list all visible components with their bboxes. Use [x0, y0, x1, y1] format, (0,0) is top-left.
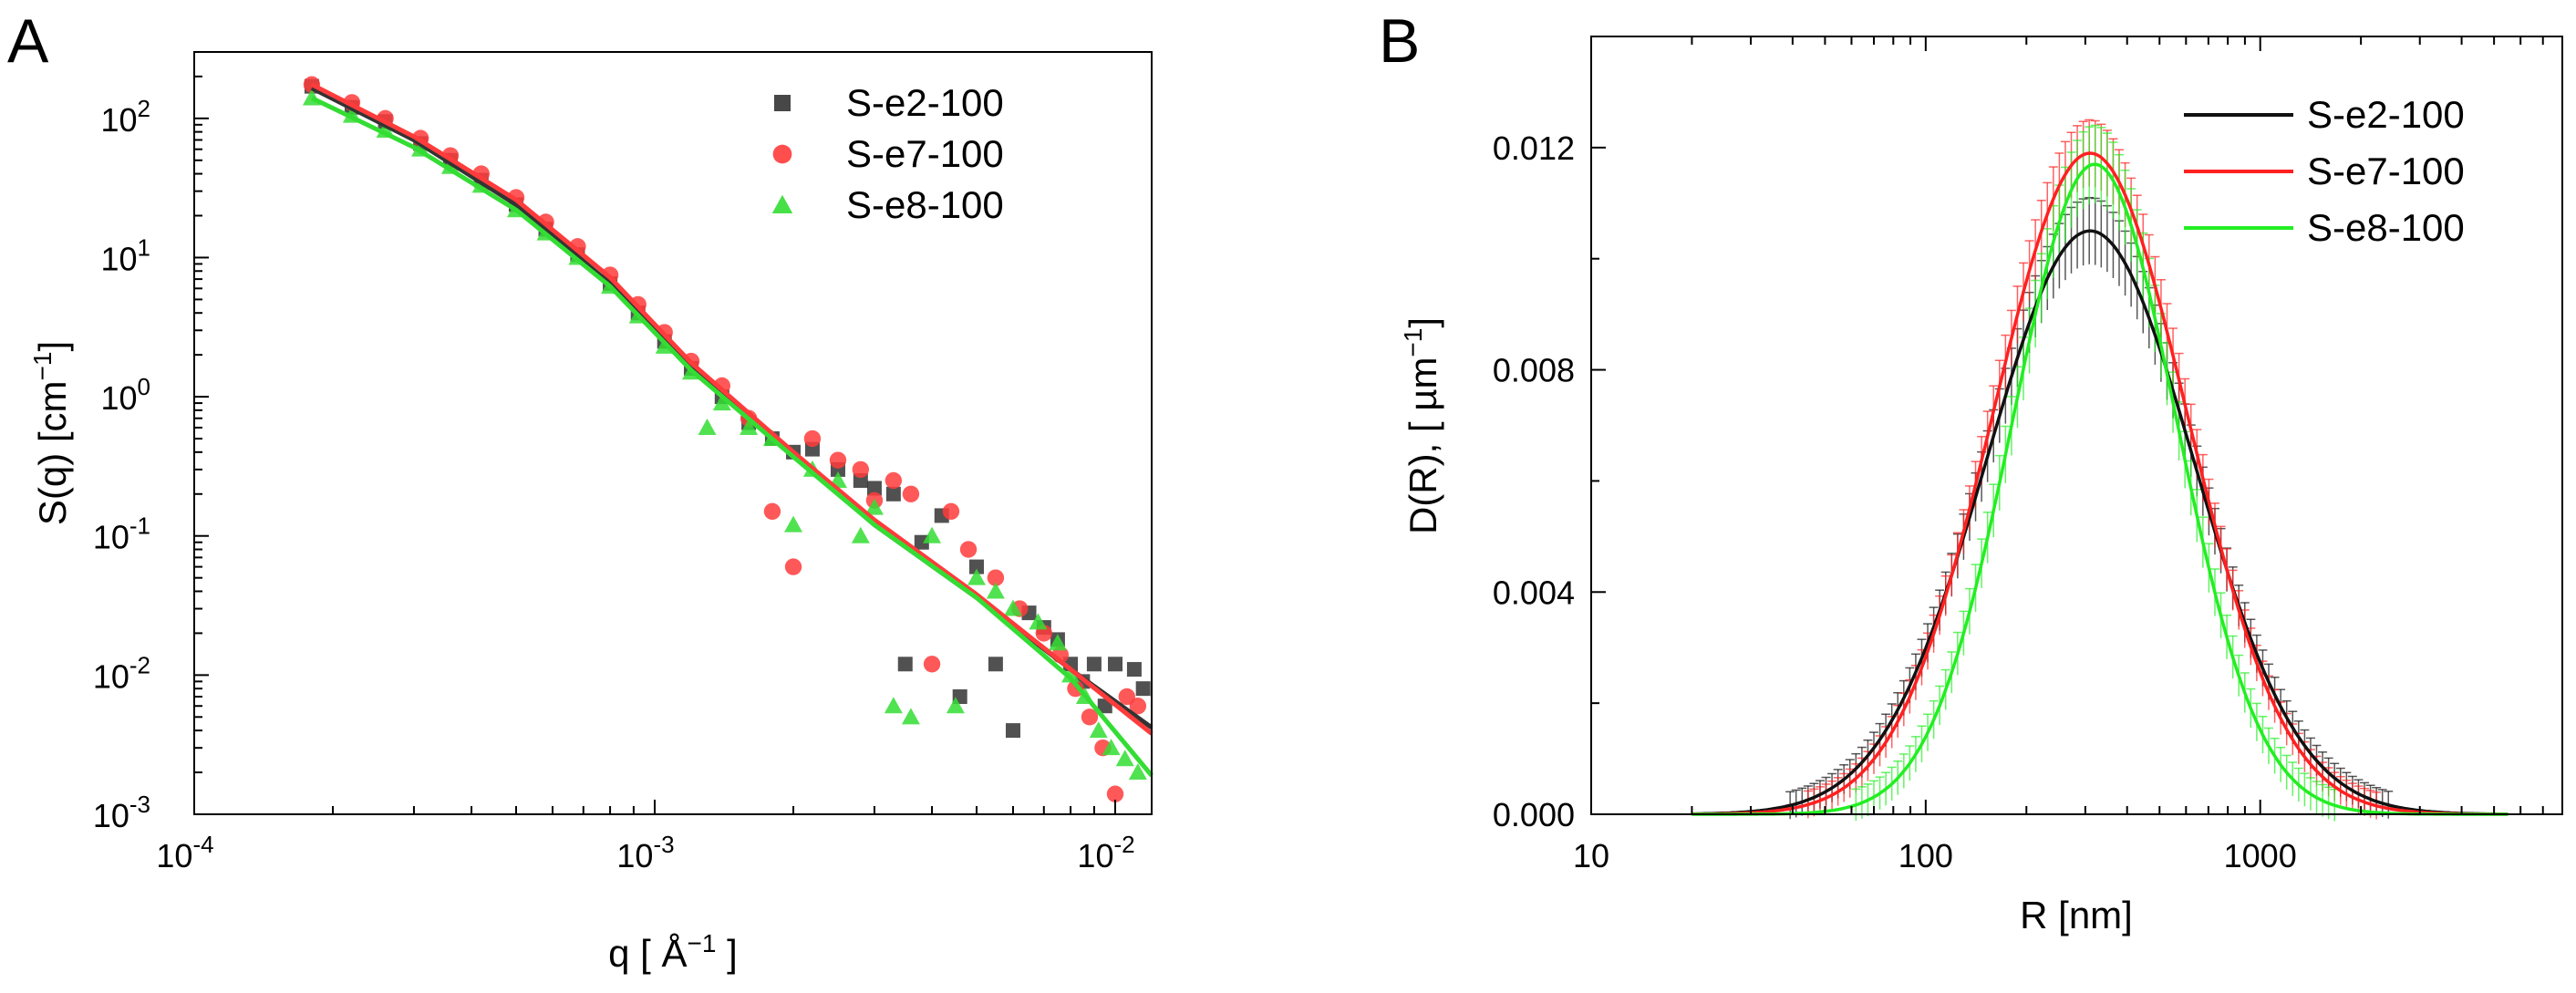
panel-a-point-S-e7-100 — [987, 569, 1005, 586]
panel-a-y-tick-label: 101 — [100, 233, 150, 277]
panel-a-point-S-e2-100 — [1126, 662, 1142, 678]
panel-a-point-S-e8-100 — [1061, 666, 1081, 683]
panel-a-point-S-e2-100 — [1005, 723, 1020, 739]
panel-a-point-S-e8-100 — [946, 697, 965, 714]
panel-a-point-S-e7-100 — [942, 502, 960, 521]
panel-b-x-tick-label: 100 — [1898, 837, 1953, 874]
panel-a-point-S-e2-100 — [1135, 681, 1151, 697]
panel-a-fit-S-e7-100 — [310, 82, 1154, 736]
panel-a-point-S-e7-100 — [1129, 698, 1147, 715]
panel-a-point-S-e7-100 — [885, 471, 903, 490]
panel-b-letter: B — [1379, 6, 1420, 76]
panel-a-letter: A — [7, 6, 49, 76]
panel-a-point-S-e8-100 — [851, 526, 870, 543]
panel-a-fit-lines — [310, 82, 1154, 778]
panel-b-line-S-e2-100 — [1691, 229, 2509, 816]
panel-a-y-tick-label: 100 — [100, 373, 150, 417]
panel-a-point-S-e7-100 — [1067, 679, 1084, 698]
panel-a-y-axis-label: S(q) [cm−1] — [28, 341, 74, 525]
panel-a-point-S-e7-100 — [803, 429, 822, 448]
panel-a-point-S-e8-100 — [1003, 599, 1022, 616]
panel-b-y-axis-label: D(R), [ µm−1] — [1399, 317, 1444, 534]
panel-a-point-S-e8-100 — [712, 394, 731, 411]
panel-a-point-S-e8-100 — [698, 418, 717, 435]
panel-a-x-axis-label: q [ Å−1 ] — [608, 929, 738, 975]
panel-a-fit-S-e8-100 — [310, 96, 1154, 778]
panel-b-y-tick-label: 0.000 — [1493, 796, 1575, 833]
panel-a-point-S-e8-100 — [1128, 763, 1147, 781]
panel-b-y-tick-label: 0.012 — [1493, 129, 1575, 167]
panel-a-point-S-e7-100 — [784, 558, 802, 575]
panel-a-legend-marker-S-e7-100 — [772, 144, 792, 164]
panel-a-point-S-e8-100 — [784, 515, 803, 533]
panel-a-point-S-e2-100 — [885, 486, 901, 502]
panel-b-frame — [1590, 36, 2563, 815]
panel-b-y-tick-label: 0.008 — [1493, 352, 1575, 389]
panel-a-x-tick-label: 10-4 — [156, 831, 213, 874]
panel-a-point-S-e8-100 — [1102, 739, 1121, 756]
panel-b-line-S-e7-100 — [1691, 151, 2509, 816]
panel-a-point-S-e7-100 — [829, 451, 847, 469]
panel-b-legend-label-S-e8-100: S-e8-100 — [2307, 206, 2465, 249]
panel-a-point-S-e2-100 — [1108, 657, 1123, 672]
panel-b-legend: S-e2-100 S-e7-100 S-e8-100 — [2184, 93, 2465, 249]
panel-a-point-S-e7-100 — [1118, 688, 1135, 706]
panel-a-legend-label-S-e8-100: S-e8-100 — [846, 183, 1004, 226]
panel-b-ticks: 10 100 1000 0.000 0.004 0.008 0.012 — [1493, 36, 2563, 874]
panel-a-plot-area — [302, 76, 1151, 802]
panel-a-point-S-e7-100 — [852, 460, 870, 479]
panel-a-point-S-e8-100 — [901, 708, 920, 725]
panel-a-x-tick-label: 10-3 — [616, 831, 674, 874]
panel-a-point-S-e8-100 — [884, 697, 903, 714]
panel-a-y-tick-label: 10-2 — [93, 651, 150, 695]
panel-a-point-S-e8-100 — [1048, 634, 1067, 651]
panel-a-point-S-e7-100 — [959, 541, 978, 558]
panel-a-y-tick-label: 10-1 — [93, 512, 150, 556]
panel-a-point-S-e8-100 — [1089, 721, 1108, 739]
panel-a-point-S-e7-100 — [923, 656, 941, 673]
panel-a-legend: S-e2-100 S-e7-100 S-e8-100 — [771, 81, 1004, 226]
panel-a-x-tick-label: 10-2 — [1077, 831, 1134, 874]
panel-b-legend-label-S-e7-100: S-e7-100 — [2307, 150, 2465, 192]
panel-a-frame — [193, 51, 1153, 815]
panel-a-point-S-e7-100 — [1106, 785, 1124, 802]
panel-a-point-S-e8-100 — [1115, 750, 1134, 767]
panel-a-legend-label-S-e7-100: S-e7-100 — [846, 132, 1004, 175]
panel-a-point-S-e7-100 — [763, 502, 781, 521]
panel-b: B 10 100 1000 0.000 0.004 0.008 0.012 S-e2-100… — [1379, 6, 2563, 936]
panel-a-y-tick-label: 102 — [100, 95, 150, 139]
panel-a-point-S-e7-100 — [1081, 709, 1099, 726]
panel-b-plot-area — [1691, 119, 2509, 822]
panel-a-point-S-e2-100 — [1086, 657, 1102, 672]
panel-a-point-S-e8-100 — [986, 582, 1005, 599]
panel-a-legend-label-S-e2-100: S-e2-100 — [846, 81, 1004, 124]
panel-a-legend-marker-S-e8-100 — [771, 194, 793, 213]
panel-a-point-S-e8-100 — [1029, 613, 1048, 630]
panel-a-point-S-e2-100 — [988, 657, 1003, 672]
panel-a-legend-marker-S-e2-100 — [774, 95, 791, 111]
panel-a-point-S-e2-100 — [968, 559, 984, 574]
panel-b-x-tick-label: 10 — [1573, 837, 1609, 874]
panel-b-x-tick-label: 1000 — [2224, 837, 2297, 874]
panel-b-line-S-e8-100 — [1691, 162, 2509, 816]
panel-a-point-S-e8-100 — [923, 526, 942, 543]
panel-a-point-S-e8-100 — [864, 498, 884, 515]
panel-a-point-S-e2-100 — [914, 534, 929, 550]
panel-a-y-tick-label: 10-3 — [93, 791, 150, 834]
panel-b-legend-label-S-e2-100: S-e2-100 — [2307, 93, 2465, 136]
panel-a-point-S-e2-100 — [866, 481, 882, 496]
panel-b-x-axis-label: R [nm] — [2020, 894, 2133, 936]
panel-a-point-S-e8-100 — [967, 568, 986, 585]
panel-b-y-tick-label: 0.004 — [1493, 574, 1575, 611]
panel-a-point-S-e2-100 — [897, 657, 913, 672]
panel-a-point-S-e8-100 — [740, 418, 759, 435]
panel-a-point-S-e7-100 — [902, 485, 920, 502]
